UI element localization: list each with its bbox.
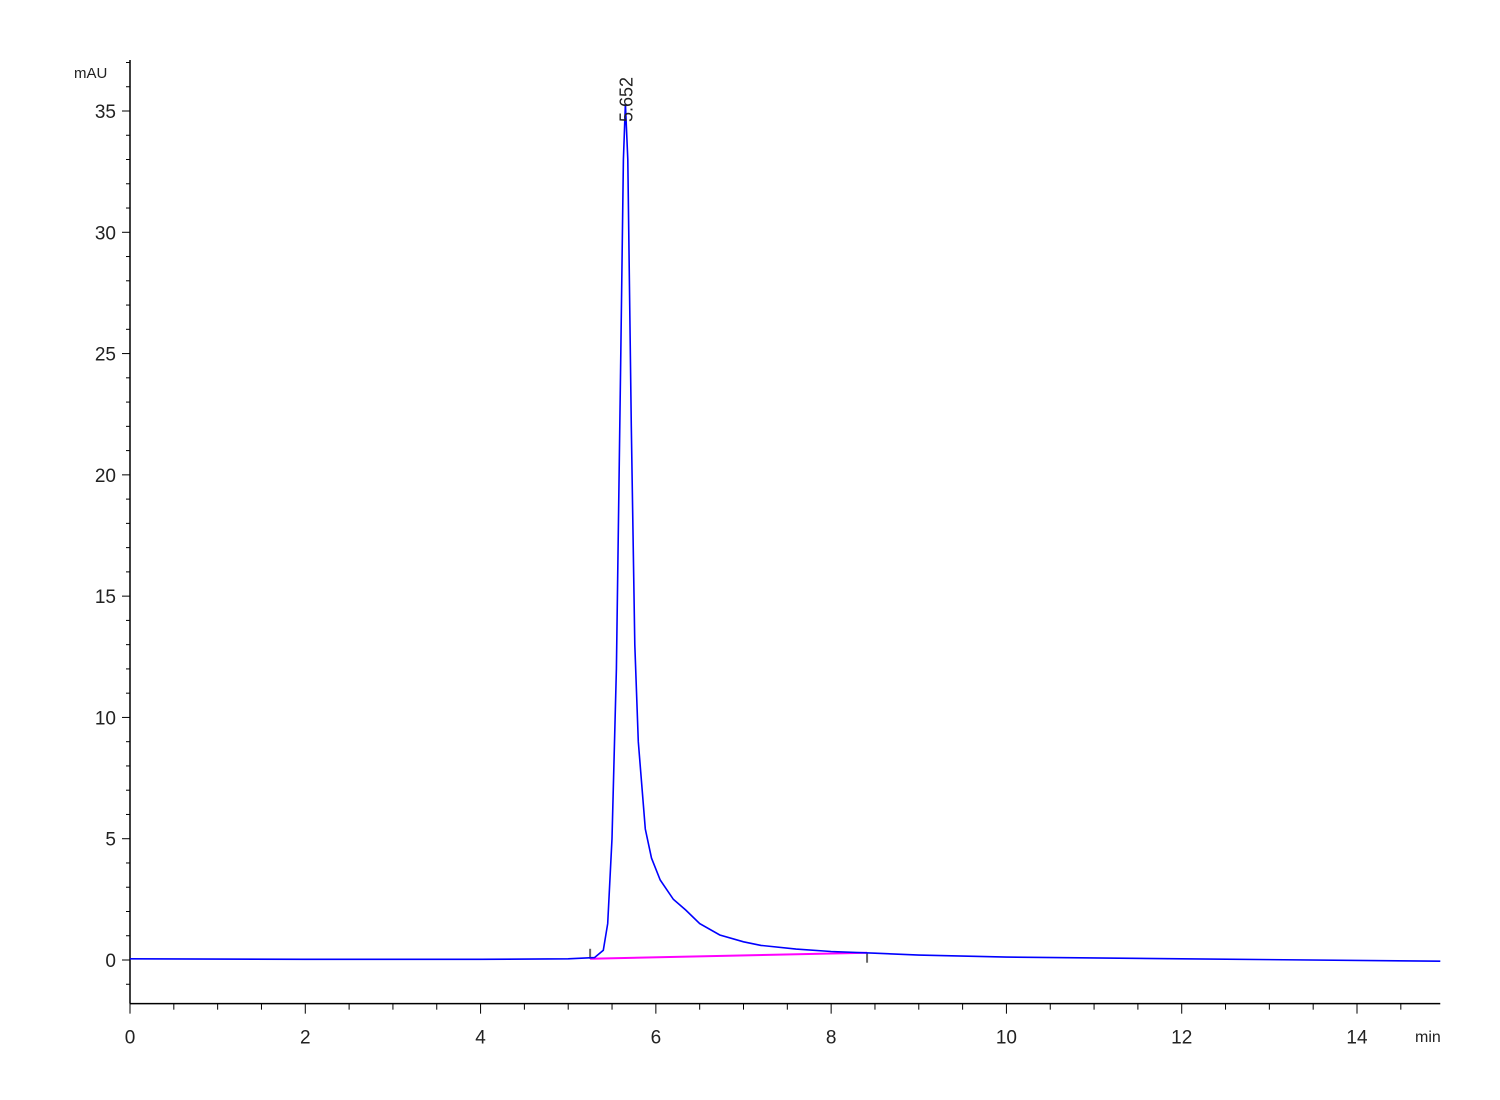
x-tick-label: 8	[826, 1028, 837, 1049]
x-tick-label: 4	[475, 1028, 486, 1049]
y-tick-label: 20	[95, 466, 116, 487]
y-tick-label: 35	[95, 102, 116, 123]
integration-baseline	[590, 951, 868, 960]
x-tick-label: 12	[1171, 1028, 1192, 1049]
x-axis-label: min	[1415, 1029, 1441, 1046]
y-tick-label: 10	[95, 708, 116, 729]
x-tick-label: 14	[1346, 1028, 1368, 1049]
signal-trace	[129, 103, 1441, 962]
ticks: 0 5 10 15 20 25 30 35 0 2 4 6 8 10 12 14	[95, 61, 1402, 1049]
y-tick-label: 30	[95, 223, 116, 244]
y-axis-label: mAU	[74, 65, 107, 82]
y-tick-label: 0	[105, 951, 116, 972]
x-tick-label: 6	[651, 1028, 662, 1049]
y-tick-label: 5	[105, 830, 116, 851]
y-tick-label: 15	[95, 587, 116, 608]
x-tick-label: 10	[996, 1028, 1017, 1049]
y-tick-label: 25	[95, 345, 116, 366]
peak-label: 5.652	[616, 77, 636, 122]
x-tick-label: 2	[300, 1028, 311, 1049]
axes	[129, 60, 1441, 1005]
x-tick-label: 0	[125, 1028, 136, 1049]
